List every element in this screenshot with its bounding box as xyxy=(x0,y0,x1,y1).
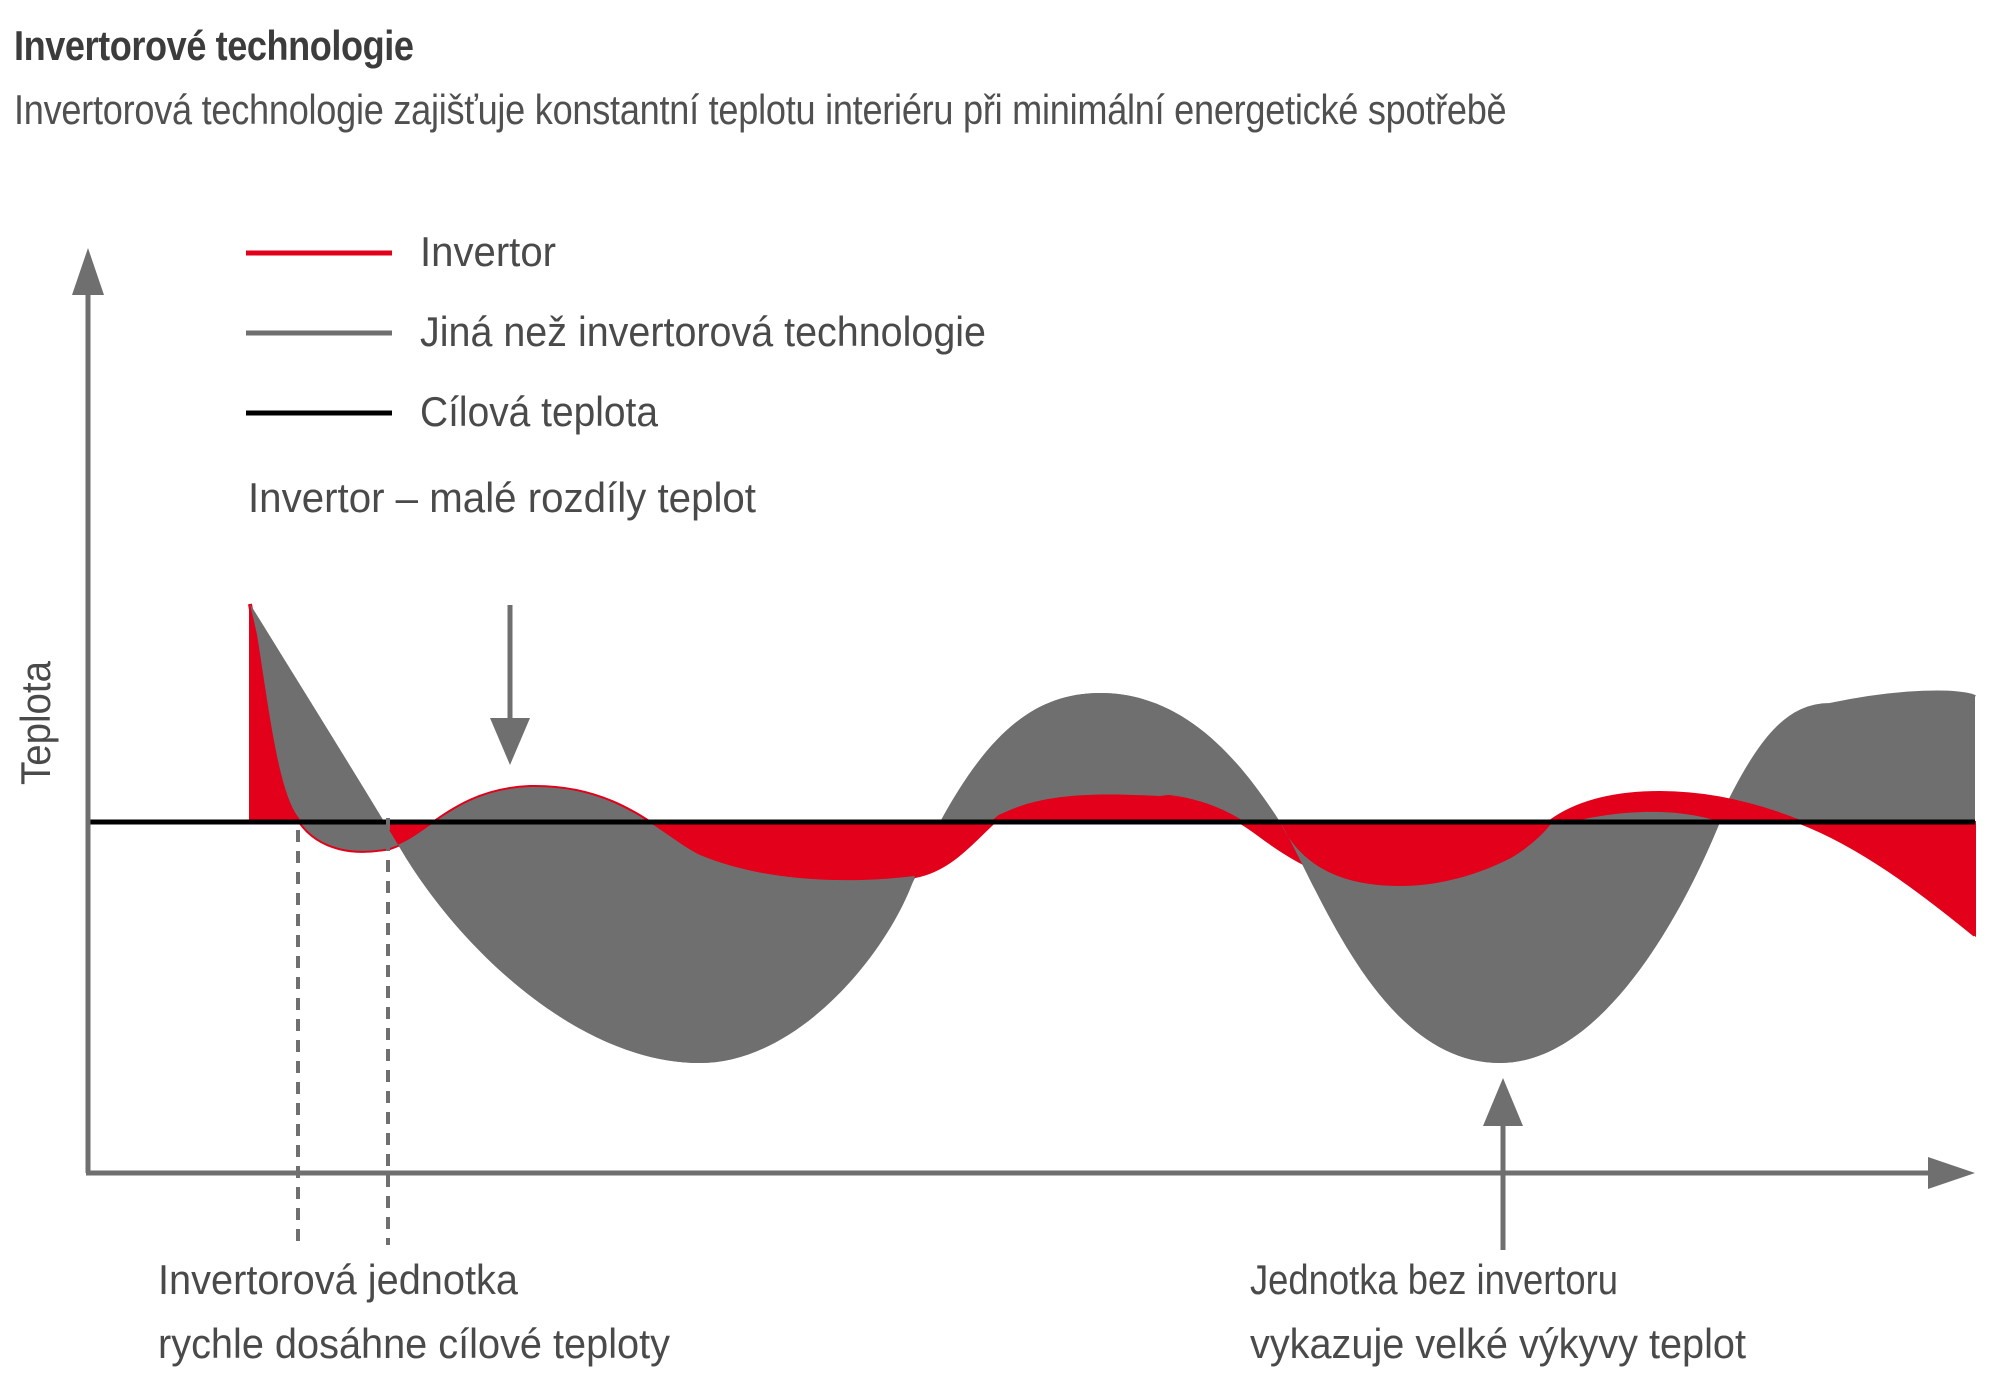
up-arrow xyxy=(1483,1078,1523,1250)
legend: Invertor Jiná než invertorová technologi… xyxy=(246,228,986,435)
legend-label-target: Cílová teplota xyxy=(420,388,659,435)
legend-label-invertor: Invertor xyxy=(420,228,556,275)
right-note-line2: vykazuje velké výkyvy teplot xyxy=(1250,1320,1746,1367)
non-invertor-overlap-2 xyxy=(1280,811,1720,1063)
page-title: Invertorové technologie xyxy=(14,22,414,69)
non-invertor-overlap-1 xyxy=(940,693,1280,824)
legend-label-non-invertor: Jiná než invertorová technologie xyxy=(420,308,986,355)
invertor-note: Invertor – malé rozdíly teplot xyxy=(248,474,756,521)
x-axis-arrow xyxy=(1928,1157,1975,1189)
page-subtitle: Invertorová technologie zajišťuje konsta… xyxy=(14,86,1507,133)
invertor-curve xyxy=(248,603,1977,937)
down-arrow xyxy=(490,605,530,765)
y-axis-label: Teplota xyxy=(12,660,59,785)
left-note-line1: Invertorová jednotka xyxy=(158,1256,519,1303)
axes xyxy=(72,248,1975,1189)
left-note-line2: rychle dosáhne cílové teploty xyxy=(158,1320,670,1367)
non-invertor-overlap-3 xyxy=(250,604,915,1063)
non-invertor-curve-tail xyxy=(1718,690,1976,823)
right-note-line1: Jednotka bez invertoru xyxy=(1250,1256,1618,1303)
invertor-area xyxy=(248,603,1977,938)
y-axis-arrow xyxy=(72,248,104,295)
